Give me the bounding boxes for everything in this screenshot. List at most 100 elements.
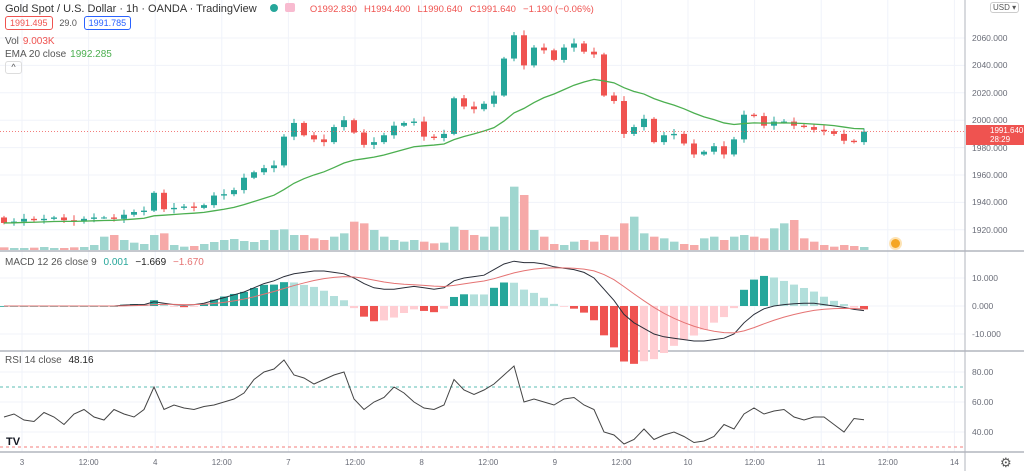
macd-histogram-bar xyxy=(650,306,658,360)
time-axis-label: 12:00 xyxy=(344,458,366,467)
volume-bar xyxy=(630,216,639,250)
macd-histogram-bar xyxy=(470,294,478,306)
macd-histogram-bar xyxy=(440,306,448,309)
candle-body xyxy=(781,121,787,123)
macd-histogram-bar xyxy=(350,306,358,309)
macd-histogram-bar xyxy=(220,296,228,306)
rsi-legend[interactable]: RSI 14 close 48.16 xyxy=(5,355,98,366)
time-axis-label: 7 xyxy=(286,458,291,467)
candle-body xyxy=(811,127,817,130)
candle-body xyxy=(491,95,497,104)
candle-body xyxy=(251,172,257,178)
macd-histogram-bar xyxy=(570,306,578,309)
rsi-line xyxy=(3,359,865,445)
candle-body xyxy=(851,140,857,143)
macd-histogram-bar xyxy=(580,306,588,313)
macd-line xyxy=(4,260,865,342)
tradingview-logo-icon[interactable]: TV xyxy=(6,436,21,448)
candle-body xyxy=(51,217,57,219)
volume-bar xyxy=(840,245,849,250)
volume-bar xyxy=(160,233,169,250)
candle-body xyxy=(831,131,837,134)
volume-bar xyxy=(340,233,349,250)
volume-bar xyxy=(20,248,29,250)
volume-label: Vol xyxy=(5,36,19,47)
candle-body xyxy=(861,131,867,143)
macd-legend[interactable]: MACD 12 26 close 9 0.001 −1.669 −1.670 xyxy=(5,257,208,268)
volume-bar xyxy=(650,236,659,250)
volume-bar xyxy=(140,244,149,250)
candle-body xyxy=(281,136,287,166)
volume-bar xyxy=(690,245,699,250)
volume-bar xyxy=(250,242,259,250)
volume-legend[interactable]: Vol 9.003K xyxy=(5,36,59,47)
status-dot-icon xyxy=(269,4,278,12)
volume-bar xyxy=(790,220,799,250)
time-axis-label: 12:00 xyxy=(478,458,499,467)
time-axis-label: 9 xyxy=(552,458,558,467)
open-value: O1992.830 xyxy=(309,4,357,15)
candle-body xyxy=(161,192,167,210)
volume-bar xyxy=(830,246,839,250)
volume-bar xyxy=(760,238,769,250)
macd-histogram-bar xyxy=(410,306,418,310)
macd-histogram-bar xyxy=(390,306,398,318)
candle-body xyxy=(651,118,657,143)
macd-signal-value: −1.670 xyxy=(172,257,204,268)
volume-bar xyxy=(80,247,89,250)
volume-bar xyxy=(540,236,549,250)
macd-axis-label: 10.000 xyxy=(972,273,998,283)
collapse-legend-button[interactable]: ^ xyxy=(5,61,22,74)
volume-bar xyxy=(280,229,289,250)
volume-bar xyxy=(570,241,579,250)
symbol-title[interactable]: Gold Spot / U.S. Dollar · 1h · OANDA · T… xyxy=(5,3,257,15)
macd-histogram-bar xyxy=(200,303,208,306)
volume-bar xyxy=(710,236,719,250)
macd-histogram-bar xyxy=(450,296,458,306)
settings-gear-icon[interactable]: ⚙ xyxy=(1000,455,1012,470)
candle-body xyxy=(241,177,247,191)
candle-body xyxy=(231,190,237,195)
candle-body xyxy=(701,151,707,155)
buy-button[interactable]: 1991.785 xyxy=(83,16,132,30)
economic-event-flag-icon[interactable] xyxy=(889,237,902,250)
volume-bar xyxy=(50,248,59,250)
currency-select[interactable]: USD ▾ xyxy=(990,2,1020,13)
candle-body xyxy=(321,139,327,143)
sell-button[interactable]: 1991.495 xyxy=(5,16,53,30)
volume-bar xyxy=(90,245,99,250)
candle-body xyxy=(31,218,37,221)
macd-histogram-bar xyxy=(500,282,508,306)
candle-body xyxy=(461,98,467,107)
rsi-axis-label: 60.00 xyxy=(972,397,994,407)
volume-bar xyxy=(860,247,869,250)
price-axis-label: 1920.000 xyxy=(972,224,1008,235)
candle-body xyxy=(91,217,97,219)
price-axis-label: 2060.000 xyxy=(972,33,1008,43)
volume-bar xyxy=(520,195,529,250)
volume-bar xyxy=(490,226,499,250)
macd-label: MACD 12 26 close 9 xyxy=(5,257,97,268)
candle-body xyxy=(501,58,507,96)
time-axis-label: 8 xyxy=(419,458,424,467)
trade-buttons: 1991.495 29.0 1991.785 xyxy=(5,16,135,30)
candle-body xyxy=(471,106,477,110)
volume-bar xyxy=(500,216,509,250)
volume-bar xyxy=(590,241,599,250)
rsi-value: 48.16 xyxy=(68,355,94,366)
price-axis-label: 1960.000 xyxy=(972,170,1008,180)
macd-histogram-bar xyxy=(800,287,808,306)
macd-histogram-bar xyxy=(430,306,438,313)
candle-body xyxy=(661,135,667,143)
candle-body xyxy=(381,135,387,143)
time-axis-label: 4 xyxy=(152,458,158,467)
candle-body xyxy=(551,50,557,60)
volume-bar xyxy=(410,240,419,250)
candle-body xyxy=(761,116,767,126)
candle-body xyxy=(21,218,27,222)
macd-histogram-bar xyxy=(730,306,738,309)
ema-legend[interactable]: EMA 20 close 1992.285 xyxy=(5,49,116,60)
macd-histogram-bar xyxy=(230,293,238,306)
candle-body xyxy=(411,121,417,123)
